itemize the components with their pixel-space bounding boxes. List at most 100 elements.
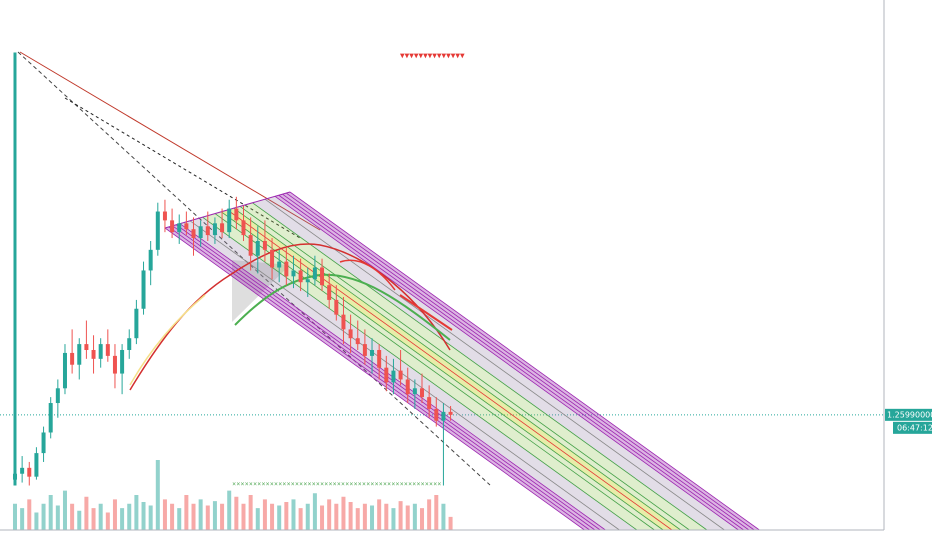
volume-bar	[162, 499, 167, 530]
candle-body	[77, 344, 82, 365]
volume-bar	[48, 495, 53, 530]
axes: 1.25990000 06:47:12	[885, 408, 932, 434]
candle-body	[434, 408, 439, 421]
volume-bar	[320, 505, 325, 530]
volume-bar	[84, 496, 89, 530]
candle-body	[212, 223, 217, 236]
candle-body	[262, 240, 267, 250]
volume-bar	[441, 503, 446, 530]
candle-body	[420, 388, 425, 398]
volume-bar	[91, 508, 96, 530]
volume-bar	[427, 499, 432, 530]
volume-bar	[405, 505, 410, 530]
candle-body	[141, 270, 146, 309]
channel-line	[164, 227, 585, 531]
candle-body	[27, 467, 32, 477]
volume-bar	[191, 503, 196, 530]
candle-body	[177, 223, 182, 233]
volume-bar	[262, 499, 267, 530]
candle-body	[248, 235, 253, 256]
volume-bar	[77, 510, 82, 530]
channel	[164, 191, 760, 531]
volume-bar	[291, 499, 296, 530]
volume-bar	[377, 499, 382, 530]
volume-bar	[305, 503, 310, 530]
channel-line	[252, 202, 708, 531]
candle-body	[312, 267, 317, 280]
candle-body	[91, 349, 96, 359]
channel-band	[275, 192, 760, 530]
volume-bar	[362, 503, 367, 530]
volume-bar	[448, 516, 453, 530]
candle-body	[384, 367, 389, 383]
volume-bar	[398, 501, 403, 530]
volume-bar	[234, 496, 239, 530]
volume-bar	[62, 490, 67, 530]
volume-bar	[270, 503, 275, 530]
drawings: ▼▼▼▼▼▼▼▼▼▼▼▼▼▼ ×××××××××××××××××××××××××…	[17, 51, 760, 531]
candle-body	[370, 349, 375, 356]
candle-body	[134, 308, 139, 339]
channel-band	[202, 202, 707, 531]
countdown-label: 06:47:12	[897, 423, 932, 432]
candle-body	[284, 261, 289, 277]
candle-body	[198, 226, 203, 239]
candle-body	[277, 261, 282, 268]
channel-line	[233, 207, 681, 531]
candle-body	[62, 352, 67, 389]
candle-body	[348, 329, 353, 339]
moving-average	[129, 243, 451, 391]
volume-bar	[327, 499, 332, 530]
volume-bar	[41, 503, 46, 530]
volume-bar	[184, 495, 189, 530]
channel-line	[227, 209, 673, 531]
channel-line	[172, 225, 596, 531]
candle-body	[48, 403, 53, 433]
candle-body	[412, 388, 417, 395]
candle-body	[305, 279, 310, 283]
moving-average	[129, 294, 206, 386]
candle-body	[41, 432, 46, 454]
candle-body	[234, 208, 239, 221]
candle-body	[12, 473, 17, 480]
channel-line	[189, 220, 620, 531]
volume-bar	[241, 503, 246, 530]
volume-bar	[27, 499, 32, 530]
volume-bar	[177, 508, 182, 530]
channel-line	[286, 192, 755, 531]
volume-bar	[127, 503, 132, 530]
candle-body	[241, 220, 246, 236]
channel-band	[252, 196, 739, 530]
time-axis	[0, 530, 884, 550]
candle-body	[148, 249, 153, 271]
candle-body	[320, 267, 325, 286]
candle-body	[162, 211, 167, 221]
candle-body	[441, 411, 446, 421]
candle-body	[120, 349, 125, 374]
price-axis	[884, 0, 932, 550]
candle-body	[20, 467, 25, 474]
candle-body	[298, 270, 303, 283]
volume-bar	[220, 503, 225, 530]
volume-bar	[148, 505, 153, 530]
candle-body	[398, 370, 403, 380]
candles	[12, 52, 453, 486]
trend-line	[19, 51, 321, 231]
channel-line	[274, 195, 739, 531]
volume-bar	[298, 508, 303, 530]
candle-body	[191, 229, 196, 239]
volume-bar	[212, 501, 217, 530]
candle-body	[270, 249, 275, 268]
volume-bar	[55, 505, 60, 530]
volume-bar	[434, 495, 439, 530]
volume-bar	[384, 503, 389, 530]
volume-bar	[120, 508, 125, 530]
current-price-box	[885, 408, 932, 421]
candle-body	[227, 208, 232, 233]
volume-bar	[248, 495, 253, 530]
volume-bar	[12, 503, 17, 530]
channel-line	[202, 216, 638, 531]
channel-line	[282, 193, 750, 531]
